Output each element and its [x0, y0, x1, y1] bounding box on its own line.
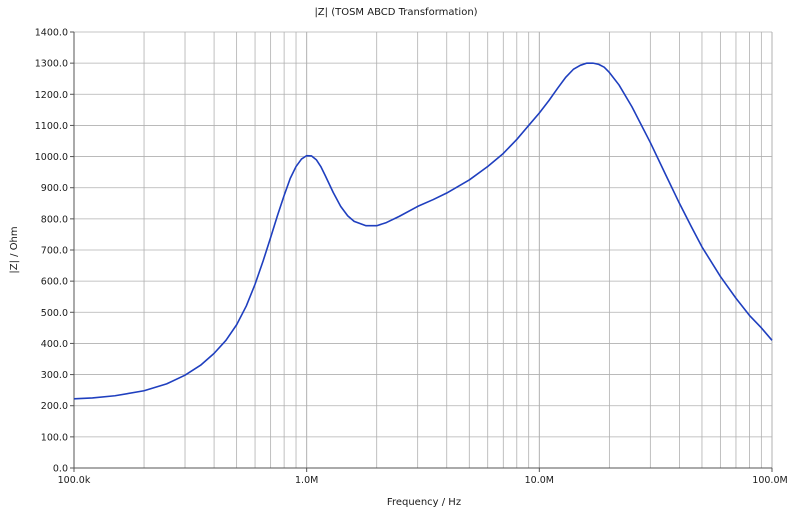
grid — [73, 31, 773, 469]
y-tick-label: 900.0 — [41, 183, 68, 194]
y-axis-label: |Z| / Ohm — [9, 226, 20, 273]
y-tick-label: 1200.0 — [35, 90, 68, 101]
x-tick-label: 10.0M — [525, 475, 554, 486]
tick-labels: 0.0 100.0 200.0 300.0 400.0 500.0 600.0 700.0 80… — [35, 28, 788, 487]
y-tick-label: 1400.0 — [35, 28, 68, 39]
y-tick-label: 1300.0 — [35, 59, 68, 70]
y-tick-label: 400.0 — [41, 339, 68, 350]
x-tick-label: 1.0M — [295, 475, 318, 486]
y-tick-label: 300.0 — [41, 370, 68, 381]
y-tick-label: 500.0 — [41, 308, 68, 319]
y-tick-label: 100.0 — [41, 432, 68, 443]
y-tick-label: 1000.0 — [35, 152, 68, 163]
x-tick-label: 100.0M — [752, 475, 787, 486]
series-layer — [73, 62, 773, 400]
y-tick-label: 700.0 — [41, 246, 68, 257]
x-tick-label: 100.0k — [58, 475, 91, 486]
x-axis-label: Frequency / Hz — [387, 497, 461, 508]
y-tick-label: 800.0 — [41, 214, 68, 225]
y-tick-label: 0.0 — [53, 464, 68, 475]
y-tick-label: 1100.0 — [35, 121, 68, 132]
y-tick-label: 600.0 — [41, 277, 68, 288]
y-tick-label: 200.0 — [41, 401, 68, 412]
impedance-series-line — [73, 62, 773, 400]
chart-title: |Z| (TOSM ABCD Transformation) — [314, 7, 477, 18]
